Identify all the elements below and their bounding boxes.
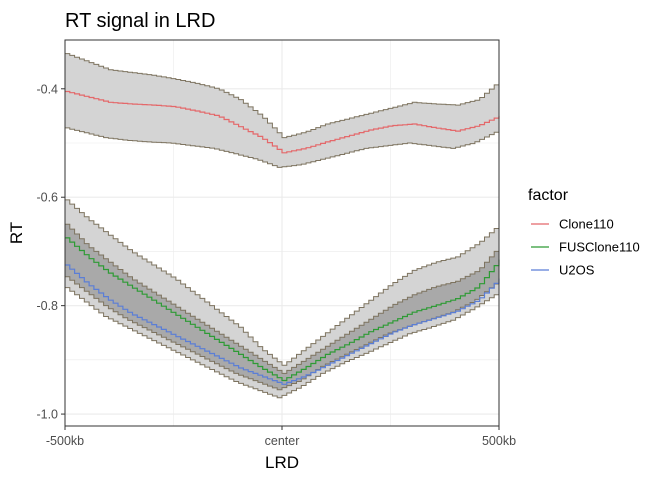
- legend-label-fusclone110: FUSClone110: [559, 240, 640, 255]
- legend-label-clone110: Clone110: [559, 217, 614, 232]
- x-axis: -500kb center 500kb: [46, 426, 516, 448]
- x-tick-label: -500kb: [46, 434, 84, 448]
- legend-label-u2os: U2OS: [559, 263, 595, 278]
- series-line-clone110: [65, 90, 500, 154]
- series-line-fusclone110: [65, 237, 500, 382]
- y-tick-label: -0.6: [36, 191, 58, 205]
- chart-title: RT signal in LRD: [65, 10, 215, 32]
- legend-title: factor: [528, 187, 569, 204]
- legend: factor Clone110 FUSClone110 U2OS: [528, 187, 640, 278]
- y-tick-label: -0.4: [36, 82, 58, 96]
- y-tick-label: -0.8: [36, 299, 58, 313]
- x-tick-label: center: [265, 434, 300, 448]
- x-tick-label: 500kb: [482, 434, 516, 448]
- series-line-u2os: [65, 264, 500, 385]
- y-axis: -1.0 -0.8 -0.6 -0.4: [36, 82, 65, 422]
- y-tick-label: -1.0: [36, 408, 58, 422]
- x-axis-title: LRD: [265, 453, 299, 472]
- y-axis-title: RT: [7, 222, 26, 244]
- series-lines: [65, 90, 500, 385]
